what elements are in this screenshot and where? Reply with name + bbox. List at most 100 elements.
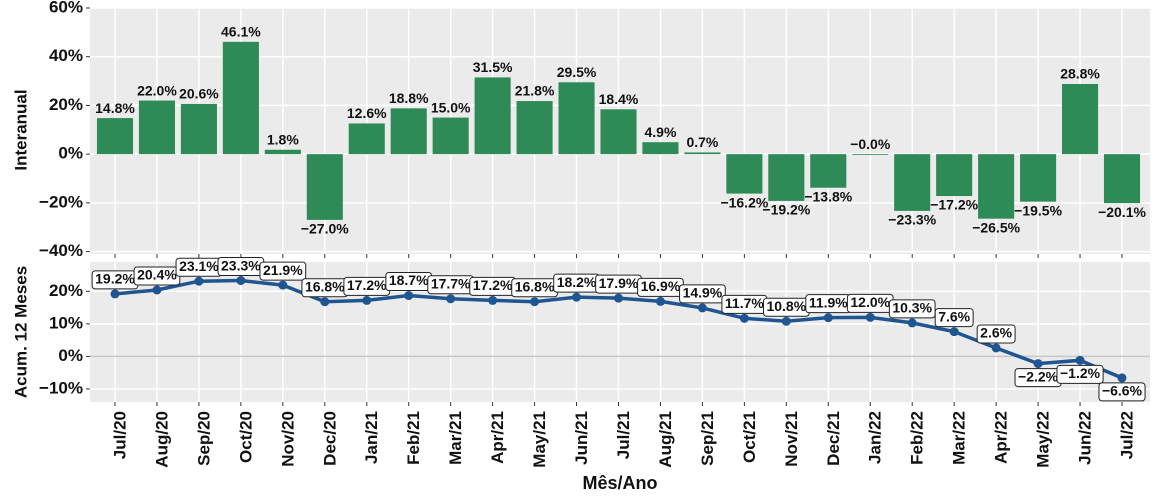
bar: [810, 154, 847, 188]
point: [739, 313, 749, 323]
value-label: 21.8%: [515, 83, 555, 99]
point: [488, 295, 498, 305]
bar: [348, 123, 385, 155]
point: [865, 312, 875, 322]
value-label: 12.6%: [347, 105, 387, 121]
point: [110, 289, 120, 299]
value-label: 28.8%: [1060, 66, 1100, 82]
value-label-box: 19.2%: [91, 270, 139, 290]
y-axis-title: Acum. 12 Meses: [11, 266, 30, 398]
label-box: [259, 261, 307, 281]
value-label-box: 20.4%: [133, 266, 181, 286]
x-tick-label: Feb/21: [404, 411, 423, 465]
value-label: −6.6%: [1102, 383, 1143, 399]
value-label-box: 17.2%: [343, 276, 391, 296]
x-tick-label: Nov/20: [278, 411, 297, 467]
x-tick-label: Feb/22: [908, 411, 927, 465]
point: [152, 285, 162, 295]
bar: [180, 103, 217, 155]
y-tick-label: 20%: [49, 95, 83, 114]
label-box: [679, 284, 726, 304]
value-label-box: 18.7%: [385, 272, 433, 292]
bar: [1103, 154, 1141, 204]
value-label: 20.6%: [179, 86, 219, 102]
value-label-box: 10.3%: [888, 299, 936, 319]
y-tick-label: −10%: [39, 378, 83, 397]
value-label: −27.0%: [301, 221, 349, 237]
value-label: 19.2%: [95, 271, 135, 287]
x-tick-label: Jul/21: [614, 411, 633, 459]
value-label: 29.5%: [557, 64, 597, 80]
value-label: 15.0%: [431, 99, 471, 115]
value-label: −2.2%: [1018, 368, 1059, 384]
value-label-box: 11.7%: [721, 294, 768, 314]
y-tick-label: 60%: [49, 0, 83, 16]
value-label-box: 2.6%: [976, 324, 1016, 344]
value-label: −1.2%: [1060, 365, 1101, 381]
value-label-box: 12.0%: [846, 293, 894, 313]
y-tick-label: 10%: [49, 313, 83, 332]
label-box: [888, 299, 936, 319]
point: [949, 327, 959, 337]
value-label: 7.6%: [938, 308, 970, 324]
x-tick-label: Aug/20: [152, 411, 171, 468]
value-label-box: 18.2%: [553, 273, 600, 293]
value-label-box: 16.9%: [637, 277, 684, 297]
point: [991, 343, 1001, 353]
value-label: −13.8%: [804, 188, 852, 204]
value-label: 4.9%: [644, 124, 676, 140]
value-label-box: 10.8%: [762, 297, 810, 317]
y-tick-label: 40%: [49, 46, 83, 65]
bar: [894, 154, 931, 211]
point: [1075, 355, 1085, 365]
value-label: 46.1%: [221, 24, 261, 40]
x-tick-label: May/22: [1034, 411, 1053, 468]
value-label: −20.1%: [1098, 204, 1146, 220]
value-label: −0.0%: [850, 136, 891, 152]
point: [907, 318, 917, 328]
point: [1033, 359, 1043, 369]
value-label-box: 17.7%: [427, 275, 475, 295]
x-tick-label: Jul/20: [110, 411, 129, 459]
x-tick-label: Jun/21: [572, 411, 591, 465]
point: [614, 293, 623, 303]
x-tick-label: Jan/22: [866, 411, 885, 464]
x-tick-label: Jan/21: [362, 411, 381, 464]
bar: [390, 108, 427, 155]
label-box: [1056, 364, 1104, 384]
point: [530, 297, 540, 307]
value-label-box: 16.8%: [511, 278, 558, 298]
x-tick-label: Mar/22: [950, 411, 969, 465]
y-axis-title: Interanual: [11, 89, 30, 170]
value-label: 18.4%: [599, 91, 639, 107]
value-label: 16.8%: [515, 278, 555, 294]
value-label-box: 16.8%: [301, 278, 349, 298]
value-label-box: 17.9%: [595, 274, 642, 294]
value-label: 17.2%: [347, 277, 387, 293]
value-label-box: 21.9%: [259, 261, 307, 281]
bar: [96, 118, 134, 155]
bar: [642, 142, 679, 155]
value-label: 17.2%: [473, 277, 513, 293]
bar: [474, 77, 511, 155]
y-tick-label: 20%: [49, 281, 83, 300]
value-label: 23.3%: [221, 257, 261, 273]
value-label-box: 7.6%: [934, 308, 974, 328]
value-label: 18.7%: [389, 272, 429, 288]
x-tick-label: Apr/21: [488, 411, 507, 464]
x-tick-label: Oct/21: [740, 411, 759, 463]
x-tick-label: May/21: [530, 411, 549, 468]
bar: [516, 101, 553, 155]
point: [446, 294, 456, 304]
value-label: 10.8%: [766, 298, 806, 314]
value-label: −19.5%: [1014, 202, 1062, 218]
value-label: 12.0%: [850, 294, 890, 310]
value-label-box: 23.3%: [217, 257, 265, 277]
value-label: 11.9%: [809, 294, 848, 310]
value-label: −26.5%: [972, 219, 1020, 235]
point: [655, 296, 665, 306]
bar: [600, 109, 637, 155]
value-label: −23.3%: [888, 212, 936, 228]
bar: [852, 154, 889, 155]
